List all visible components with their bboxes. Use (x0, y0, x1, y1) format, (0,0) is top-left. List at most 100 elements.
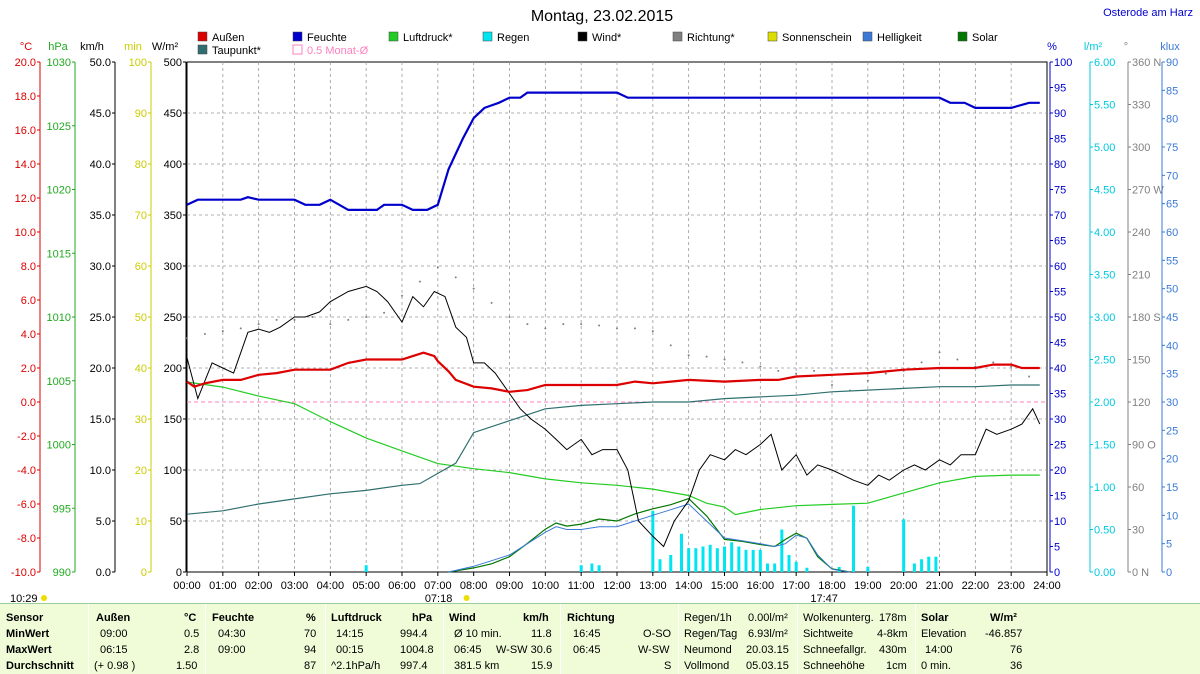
axis-tick-label: 6.0 (21, 295, 36, 307)
richtung-point (813, 369, 816, 372)
rain-bar (934, 556, 938, 572)
series-wind (186, 285, 1041, 548)
axis-tick-label: 85 (1054, 134, 1066, 146)
richtung-point (186, 337, 188, 340)
axis-tick-label: 70 (1166, 170, 1178, 182)
rain-bar (773, 563, 777, 572)
axis-tick-label: 30 (1054, 414, 1066, 426)
x-tick-label: 24:00 (1033, 580, 1061, 592)
axis-tick-label: 85 (1166, 85, 1178, 97)
sunrise-label: 07:18 (425, 593, 453, 603)
axis-tick-label: 250 (164, 312, 182, 324)
axis-unit-label: °C (20, 41, 32, 53)
x-tick-label: 04:00 (317, 580, 345, 592)
axis-tick-label: 35.0 (90, 210, 111, 222)
legend-swatch-monat (292, 44, 303, 55)
rain-bar (364, 565, 368, 572)
stats-row-label: MinWert (6, 628, 50, 640)
weather-chart: Montag, 23.02.2015 Osterode am Harz Auße… (10, 7, 1193, 603)
axis-tick-label: 40 (1166, 340, 1178, 352)
legend-label-feuchte: Feuchte (307, 32, 347, 44)
axis-tick-label: 90 (135, 108, 147, 120)
richtung-point (347, 318, 350, 321)
axis-tick-label: 450 (164, 108, 182, 120)
axis-tick-label: 5.00 (1094, 142, 1115, 154)
x-tick-label: 17:00 (782, 580, 810, 592)
x-tick-label: 07:00 (424, 580, 452, 592)
axis-tick-label: -2.0 (17, 431, 36, 443)
richtung-point (956, 358, 959, 361)
axis-tick-label: 20 (135, 465, 147, 477)
axis-tick-label: 20 (1054, 465, 1066, 477)
axis-tick-label: 990 (53, 567, 71, 579)
axis-tick-label: 1.50 (1094, 440, 1115, 452)
richtung-point (616, 327, 618, 330)
chart-title: Montag, 23.02.2015 (531, 8, 673, 25)
axis-tick-label: 270 W (1132, 185, 1164, 197)
axis-tick-label: 10.0 (15, 227, 36, 239)
stat-label: Schneehöhe (803, 660, 865, 672)
richtung-point (454, 276, 457, 279)
legend-swatch-regen (482, 31, 493, 42)
rain-bar (866, 566, 870, 572)
axis-tick-label: 50.0 (90, 57, 111, 69)
rain-bar (701, 546, 705, 572)
rain-bar (715, 548, 719, 572)
stat-value: 06:45 (454, 644, 482, 656)
axis-tick-label: 18.0 (15, 91, 36, 103)
rain-bar (730, 542, 734, 572)
axis-tick-label: 1030 (47, 57, 71, 69)
axis-tick-label: 0 (1054, 567, 1060, 579)
axis-tick-label: 90 (1054, 108, 1066, 120)
stat-label: Sichtweite (803, 628, 854, 640)
axis-tick-label: 15 (1054, 491, 1066, 503)
axis-tick-label: 5 (1054, 542, 1060, 554)
axis-tick-label: 4.0 (21, 329, 36, 341)
stats-row-label: MaxWert (6, 644, 52, 656)
legend-label-aussen: Außen (212, 32, 244, 44)
x-tick-label: 12:00 (603, 580, 631, 592)
axis-tick-label: 16.0 (15, 125, 36, 137)
axis-tick-label: 80 (1166, 114, 1178, 126)
stat-value: 997.4 (400, 660, 428, 672)
stat-value: Ø 10 min. (454, 628, 502, 640)
richtung-point (490, 301, 493, 304)
stat-label: 0 min. (921, 660, 951, 672)
axes: °C 20.0 18.0 16.0 14.0 12.0 10.0 8.0 6.0 4.0 2.0 0.… (11, 41, 1180, 579)
axis-unit-label: klux (1160, 41, 1180, 53)
axis-tick-label: 1015 (47, 248, 71, 260)
rain-bar (579, 565, 583, 572)
rain-bar (737, 546, 741, 572)
axis-tick-label: 0.50 (1094, 525, 1115, 537)
axis-tick-label: 240 (1132, 227, 1150, 239)
axis-tick-label: 60 (1054, 261, 1066, 273)
richtung-point (723, 358, 726, 361)
axis-tick-label: 120 (1132, 397, 1150, 409)
sun-icon (463, 595, 470, 601)
rain-bar (694, 548, 698, 572)
axis-tick-label: 330 (1132, 100, 1150, 112)
stat-value: 05.03.15 (746, 660, 789, 672)
stat-value: 4-8km (877, 628, 908, 640)
richtung-point (633, 327, 636, 330)
rain-bar (758, 549, 762, 572)
axis-tick-label: -6.0 (17, 499, 36, 511)
legend-swatch-feuchte (292, 31, 303, 42)
axis-tick-label: 30 (1132, 525, 1144, 537)
legend-label-luftdruck: Luftdruck* (403, 32, 453, 44)
stat-value: W-SW (638, 644, 670, 656)
stat-value: 09:00 (218, 644, 246, 656)
axis-tick-label: 45.0 (90, 108, 111, 120)
stats-header-wind: Wind (449, 612, 476, 624)
legend-label-regen: Regen (497, 32, 529, 44)
rain-bar (852, 505, 855, 572)
stat-value: 994.4 (400, 628, 428, 640)
rain-bar (912, 563, 916, 572)
axis-tick-label: 20.0 (15, 57, 36, 69)
current-time-label: 10:29 (10, 593, 38, 603)
richtung-point (669, 344, 672, 347)
axis-tick-label: 60 (1166, 227, 1178, 239)
axis-tick-label: 40 (1054, 363, 1066, 375)
richtung-point (1028, 375, 1031, 378)
